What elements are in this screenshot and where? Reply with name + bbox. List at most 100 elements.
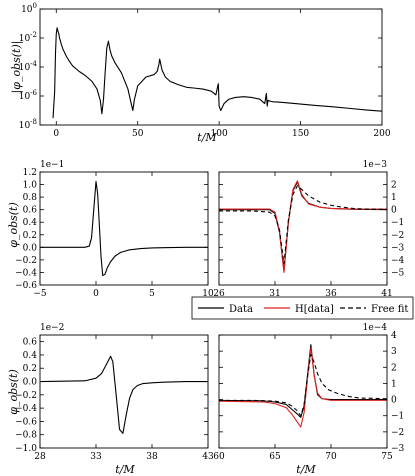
legend: Data H[data] Free fit — [191, 296, 414, 320]
multiplier-zoom-3: 1e−2 — [40, 323, 64, 333]
y-tick-label: −1 — [391, 412, 404, 422]
axes-frame — [39, 171, 209, 286]
series-group — [219, 180, 387, 273]
y-tick-label: −0.8 — [15, 431, 37, 441]
y-tick-label: −2 — [391, 428, 404, 438]
x-tick-label: −5 — [33, 289, 47, 299]
series-group — [40, 180, 208, 277]
y-tick-label: 10-6 — [19, 89, 38, 102]
y-tick-label: 4 — [391, 331, 397, 341]
y-tick-label: 1.2 — [23, 168, 37, 178]
x-tick-label: 75 — [381, 452, 393, 462]
x-tick-label: 10 — [202, 289, 214, 299]
x-tick-label: 150 — [292, 129, 309, 139]
x-tick-label: 70 — [325, 452, 337, 462]
x-tick-label: 28 — [34, 452, 46, 462]
y-tick-label: 0.0 — [23, 243, 38, 253]
series-line-h-data- — [219, 347, 387, 428]
x-tick-label: 41 — [381, 289, 392, 299]
x-tick-label: 200 — [373, 129, 390, 139]
series-group — [219, 344, 387, 428]
y-tick-label: 1 — [391, 193, 397, 203]
y-tick-label: 0.6 — [23, 206, 38, 216]
legend-freefit-label: Free fit — [371, 304, 408, 315]
xlabel-zoom-3: t/M — [115, 463, 135, 476]
panel-zoom-4: 60 65 70 75 4 3 2 1 0 −1 −2 −3 1e−4 t/M — [213, 323, 404, 476]
ylabel-zoom-3: φ_obs(t) — [7, 369, 20, 415]
x-tick-label: 26 — [213, 289, 225, 299]
series-group — [40, 355, 208, 434]
series-line-free-fit — [219, 185, 387, 265]
y-tick-label: −0.6 — [15, 281, 37, 291]
x-tick-label: 5 — [149, 289, 155, 299]
series-line-data — [219, 344, 387, 418]
legend-data-label: Data — [229, 304, 253, 315]
y-tick-label: 0 — [391, 396, 397, 406]
y-tick-label: 0.2 — [23, 364, 37, 374]
y-tick-label: 2 — [391, 181, 397, 191]
x-tick-label: 50 — [132, 129, 144, 139]
multiplier-zoom-4: 1e−4 — [363, 323, 388, 333]
x-tick-label: 33 — [90, 452, 102, 462]
y-tick-label: 10-8 — [19, 118, 37, 131]
y-tick-label: −0.4 — [15, 268, 37, 278]
y-tick-label: 0 — [391, 206, 397, 216]
y-tick-label: −0.4 — [15, 404, 37, 414]
x-tick-label: 0 — [93, 289, 99, 299]
y-tick-label: −1.0 — [15, 444, 37, 454]
y-tick-label: 1.0 — [23, 181, 38, 191]
y-tick-label: 100 — [21, 2, 37, 15]
axes-frame — [218, 334, 388, 449]
y-tick-label: −0.2 — [15, 256, 37, 266]
plot-area-zoom-4: 60 65 70 75 4 3 2 1 0 −1 −2 −3 — [213, 331, 404, 462]
legend-hdata-label: H[data] — [295, 304, 334, 315]
y-tick-label: 1 — [391, 379, 397, 389]
series-line-data — [40, 355, 208, 434]
series-group — [52, 27, 382, 119]
y-tick-label: −1 — [391, 218, 404, 228]
xlabel-overview: t/M — [197, 131, 217, 144]
series-line-free-fit — [219, 353, 387, 417]
series-line-h-data- — [219, 180, 387, 273]
y-tick-label: 10-2 — [19, 31, 37, 44]
x-tick-label: 43 — [202, 452, 214, 462]
x-tick-label: 60 — [213, 452, 225, 462]
plot-area-zoom-1: −5 0 5 10 1.2 1.0 0.8 0.6 0.4 0.2 0.0 −0.2 −0.4 −0.6 — [15, 168, 214, 299]
y-tick-label: 0.8 — [23, 193, 38, 203]
y-tick-label: 0.4 — [23, 351, 38, 361]
plot-area-zoom-2: 26 31 36 41 2 1 0 −1 −2 −3 −4 −5 — [213, 171, 405, 299]
x-tick-label: 31 — [269, 289, 280, 299]
y-tick-label: −3 — [391, 444, 405, 454]
axes-frame — [39, 334, 209, 449]
multiplier-zoom-2: 1e−3 — [363, 160, 388, 170]
axes-frame — [39, 8, 383, 126]
y-tick-label: 10-4 — [19, 60, 38, 73]
plot-area-zoom-3: 28 33 38 43 0.6 0.4 0.2 0.0 −0.2 −0.4 −0.6 −0.8 −1.0 — [15, 334, 214, 462]
y-tick-label: −2 — [391, 231, 404, 241]
axes-frame — [218, 171, 388, 286]
y-tick-label: 0.2 — [23, 231, 37, 241]
x-tick-label: 0 — [53, 129, 59, 139]
panel-zoom-3: 28 33 38 43 0.6 0.4 0.2 0.0 −0.2 −0.4 −0.6 −0.8 −1.0… — [7, 323, 214, 476]
xlabel-zoom-4: t/M — [296, 463, 316, 476]
x-tick-label: 38 — [146, 452, 158, 462]
multiplier-zoom-1: 1e−1 — [40, 160, 64, 170]
y-tick-label: −5 — [391, 268, 405, 278]
y-tick-label: −4 — [391, 256, 405, 266]
series-line-data — [40, 180, 208, 277]
y-tick-label: −0.6 — [15, 417, 37, 427]
x-tick-label: 36 — [325, 289, 337, 299]
y-tick-label: 0.0 — [23, 378, 38, 388]
legend-box — [191, 296, 414, 320]
y-tick-label: −0.2 — [15, 391, 37, 401]
y-tick-label: −3 — [391, 243, 405, 253]
y-tick-label: 0.4 — [23, 218, 38, 228]
y-tick-label: 0.6 — [23, 338, 38, 348]
y-tick-label: 2 — [391, 363, 397, 373]
y-tick-label: 3 — [391, 347, 397, 357]
series-line-data — [52, 27, 382, 119]
x-tick-label: 65 — [269, 452, 281, 462]
x-tick-label: 100 — [211, 129, 228, 139]
panel-zoom-2: 26 31 36 41 2 1 0 −1 −2 −3 −4 −5 1e−3 — [213, 160, 404, 299]
